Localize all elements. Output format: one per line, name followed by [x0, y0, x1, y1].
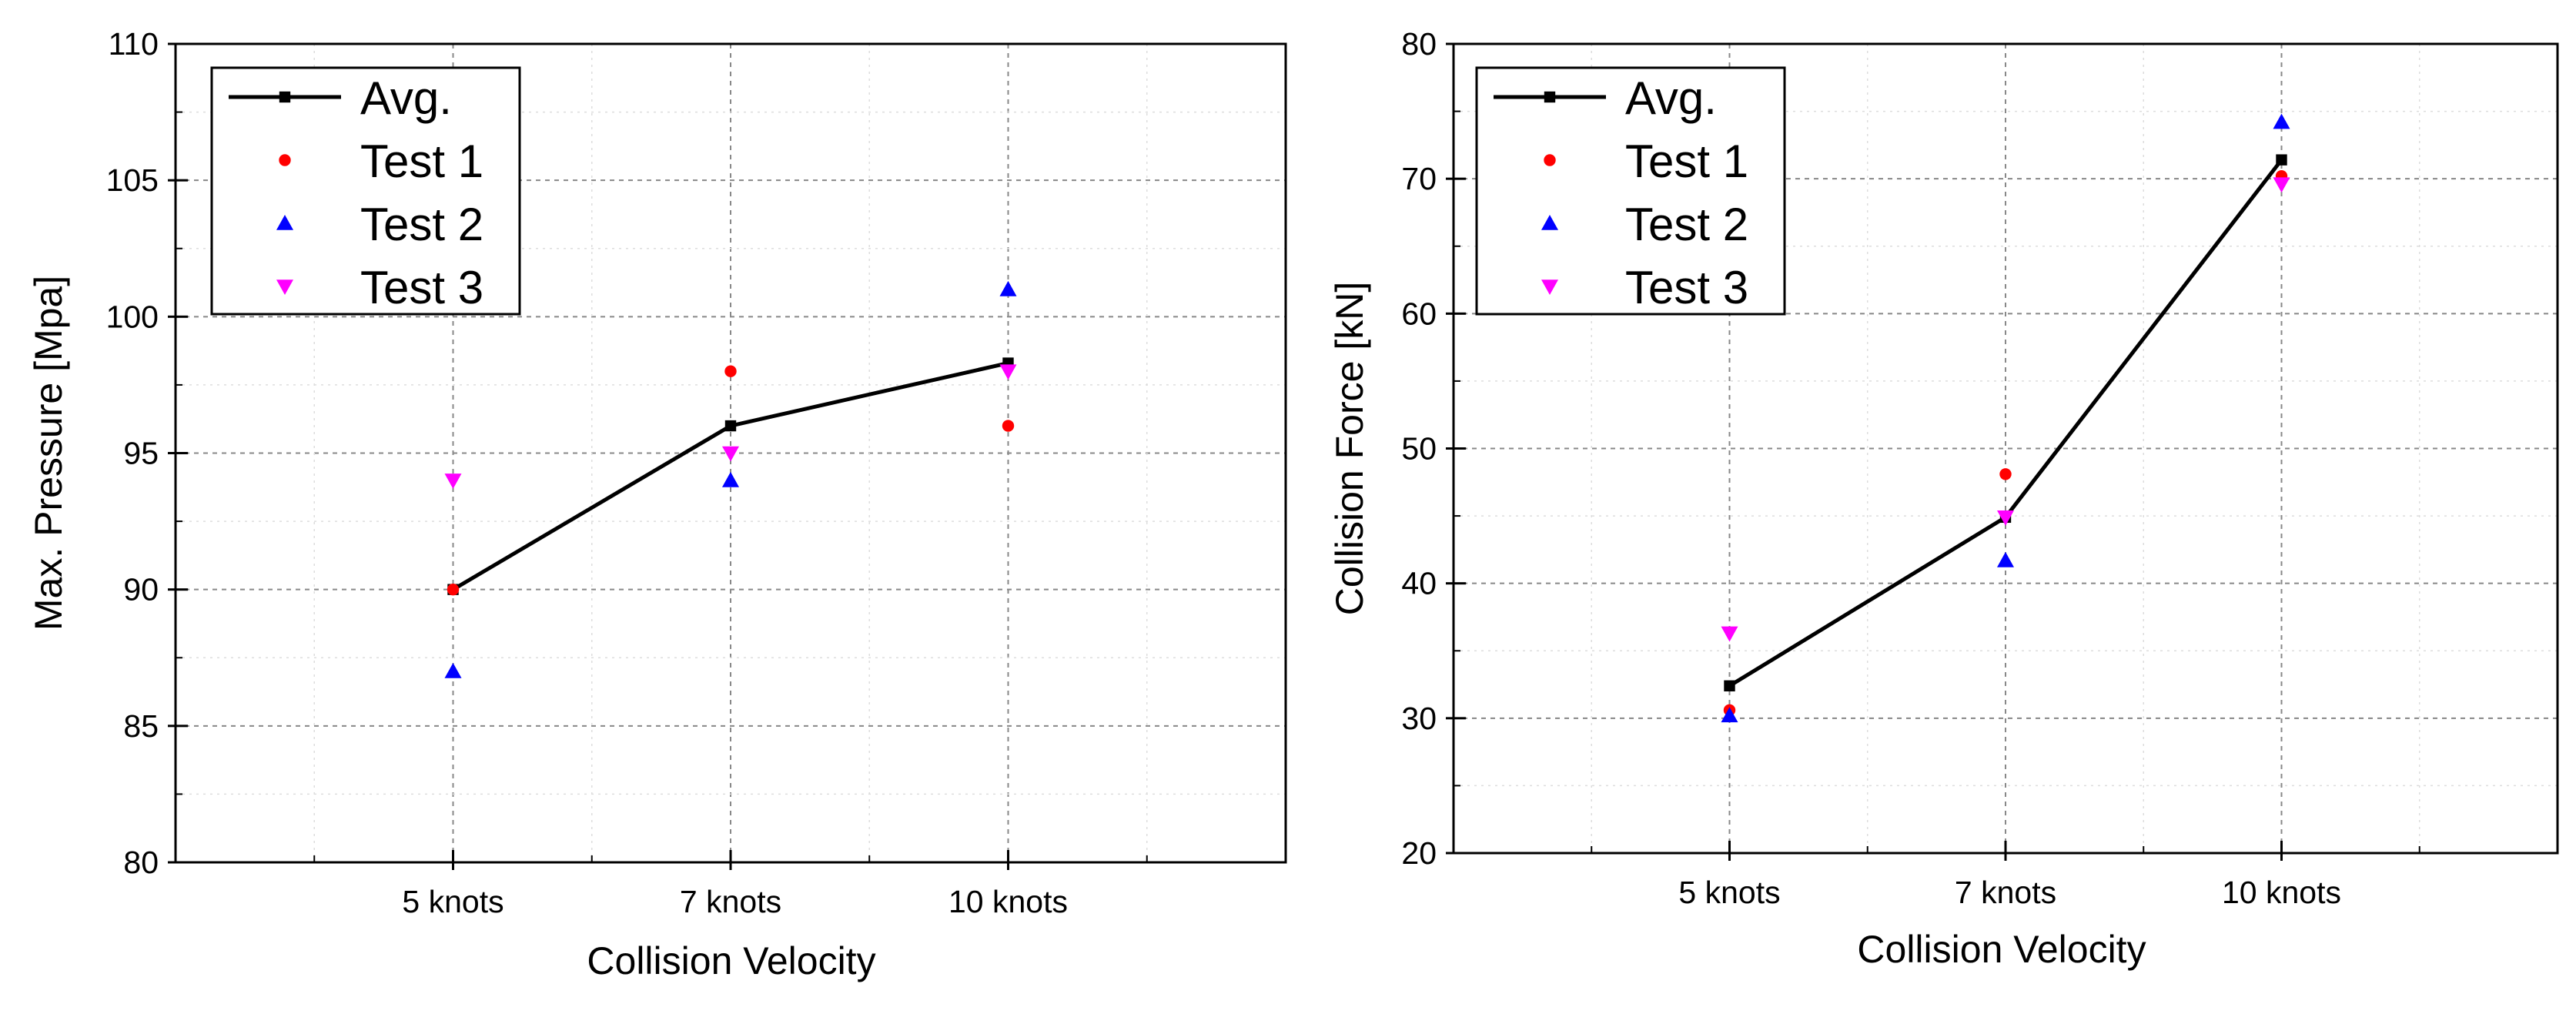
series-group: [444, 280, 1017, 678]
y-tick-label: 30: [1401, 701, 1437, 736]
legend-marker: [1541, 215, 1558, 230]
data-point: [444, 662, 462, 678]
data-point: [1724, 680, 1735, 691]
data-point: [2276, 154, 2287, 166]
series-test-2: [444, 280, 1017, 678]
legend-label: Avg.: [360, 72, 452, 124]
y-tick-label: 95: [123, 436, 159, 471]
data-point: [999, 280, 1017, 296]
y-axis-title: Max. Pressure [Mpa]: [27, 276, 70, 631]
x-tick-label: 5 knots: [402, 884, 503, 919]
x-tick-label: 7 knots: [680, 884, 781, 919]
x-tick-label: 7 knots: [1955, 875, 2056, 910]
series-test-1: [447, 365, 1015, 596]
data-point: [447, 583, 460, 596]
y-tick-label: 100: [106, 299, 159, 334]
y-tick-label: 105: [106, 162, 159, 198]
series-test-3: [1721, 177, 2290, 642]
data-point: [1997, 551, 2014, 567]
series-group: [1721, 113, 2290, 723]
x-tick-label: 10 knots: [948, 884, 1068, 919]
legend: Avg. Test 1 Test 2 Test 3: [210, 66, 521, 316]
series-test-3: [444, 364, 1017, 489]
y-axis-title: Collision Force [kN]: [1328, 282, 1371, 615]
x-tick-label: 10 knots: [2222, 875, 2341, 910]
legend-label: Test 2: [360, 199, 483, 250]
data-point: [1721, 707, 1738, 723]
y-axis: 80 85 90 95 100 105 110: [106, 26, 188, 880]
y-tick-label: 90: [123, 572, 159, 607]
y-axis: 20 30 40 50 60 70 80: [1401, 26, 1466, 871]
y-tick-label: 80: [123, 845, 159, 880]
grid: [1454, 44, 2558, 853]
data-point: [999, 364, 1017, 380]
legend-marker: [276, 279, 293, 295]
legend: Avg. Test 1 Test 2 Test 3: [1475, 66, 1786, 316]
legend-marker: [279, 91, 291, 103]
legend-marker: [1541, 279, 1558, 295]
legend-label: Test 1: [1625, 136, 1748, 187]
legend-marker: [1544, 154, 1556, 166]
chart-collision-force: 20 30 40 50 60 70 80 5 knots 7 knots 10 knots Coll…: [1328, 26, 2559, 971]
data-point: [444, 474, 462, 489]
legend-box: [1475, 66, 1786, 316]
data-point: [2273, 113, 2290, 129]
y-tick-label: 70: [1401, 161, 1437, 196]
y-tick-label: 40: [1401, 566, 1437, 601]
legend-marker: [1544, 91, 1556, 103]
x-axis: 5 knots 7 knots 10 knots: [313, 850, 1148, 919]
data-point: [1721, 626, 1738, 642]
data-point: [1999, 468, 2012, 480]
chart-max-pressure: 80 85 90 95 100 105 110 5 knots 7 knots 10 knots C…: [27, 26, 1287, 982]
legend-label: Test 3: [360, 262, 483, 313]
y-tick-label: 20: [1401, 835, 1437, 871]
data-point: [1002, 420, 1015, 432]
data-point: [724, 420, 737, 432]
legend-label: Avg.: [1625, 72, 1717, 124]
y-tick-label: 50: [1401, 431, 1437, 467]
y-tick-label: 60: [1401, 296, 1437, 331]
legend-marker: [276, 215, 293, 230]
x-tick-label: 5 knots: [1678, 875, 1780, 910]
x-axis-title: Collision Velocity: [587, 939, 875, 982]
x-axis-title: Collision Velocity: [1857, 928, 2146, 971]
data-point: [2273, 177, 2290, 193]
data-point: [722, 471, 739, 487]
y-tick-label: 85: [123, 708, 159, 744]
data-point: [722, 446, 739, 462]
x-axis: 5 knots 7 knots 10 knots: [1591, 841, 2420, 910]
data-point: [1997, 510, 2014, 526]
data-point: [724, 365, 737, 377]
y-tick-label: 110: [109, 26, 159, 62]
legend-label: Test 3: [1625, 262, 1748, 313]
legend-label: Test 1: [360, 136, 483, 187]
legend-box: [210, 66, 521, 316]
legend-marker: [279, 154, 291, 166]
y-tick-label: 80: [1401, 26, 1437, 62]
series-test-2: [1721, 113, 2290, 723]
legend-label: Test 2: [1625, 199, 1748, 250]
